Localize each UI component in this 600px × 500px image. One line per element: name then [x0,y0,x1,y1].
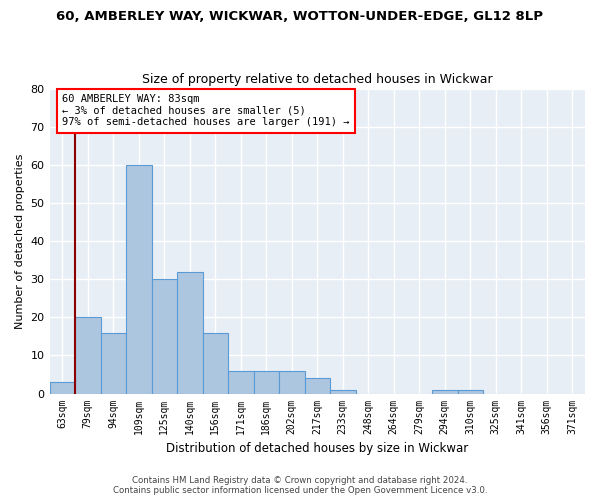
Bar [203,332,228,394]
Bar [101,332,126,394]
Title: Size of property relative to detached houses in Wickwar: Size of property relative to detached ho… [142,73,493,86]
Bar [126,165,152,394]
Y-axis label: Number of detached properties: Number of detached properties [15,154,25,328]
Text: 60, AMBERLEY WAY, WICKWAR, WOTTON-UNDER-EDGE, GL12 8LP: 60, AMBERLEY WAY, WICKWAR, WOTTON-UNDER-… [56,10,544,23]
Bar [279,370,305,394]
Text: Contains HM Land Registry data © Crown copyright and database right 2024.
Contai: Contains HM Land Registry data © Crown c… [113,476,487,495]
Bar [305,378,330,394]
Bar [75,318,101,394]
Bar [50,382,75,394]
Bar [152,279,177,394]
Bar [458,390,483,394]
Bar [177,272,203,394]
Bar [254,370,279,394]
Bar [330,390,356,394]
Bar [432,390,458,394]
Bar [228,370,254,394]
Text: 60 AMBERLEY WAY: 83sqm
← 3% of detached houses are smaller (5)
97% of semi-detac: 60 AMBERLEY WAY: 83sqm ← 3% of detached … [62,94,350,128]
X-axis label: Distribution of detached houses by size in Wickwar: Distribution of detached houses by size … [166,442,469,455]
